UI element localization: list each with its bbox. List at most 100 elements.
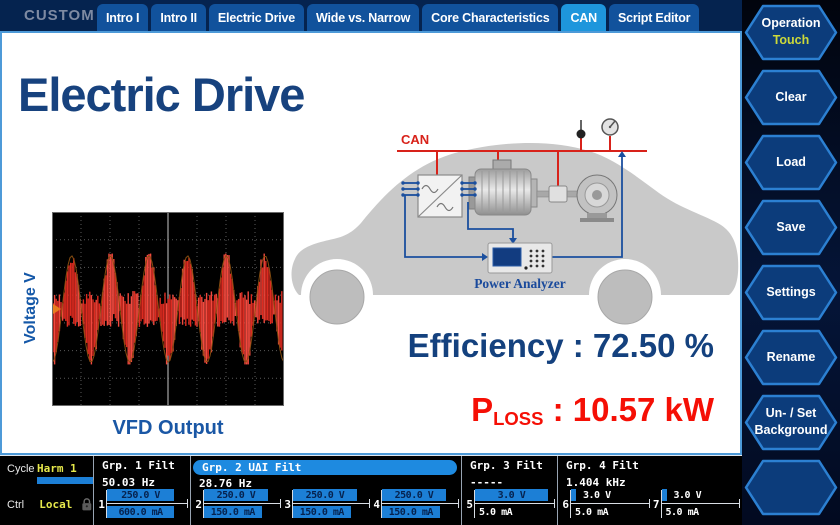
status-group-header[interactable]: Grp. 1 Filt [102,459,175,472]
range-bar-i: 5.0 mA [475,506,513,518]
channel-number: 5 [466,497,473,511]
axis-end-tick [554,499,555,508]
car-body [291,142,739,295]
tab-bar: CUSTOM Intro I Intro II Electric Drive Wide… [0,0,742,31]
load-machine-icon [576,174,618,222]
range-value: 5.0 mA [665,506,700,518]
status-group-3: Grp. 3 Filt ----- 5 3.0 V 5.0 mA [461,456,557,525]
channel-5[interactable]: 5 3.0 V 5.0 mA [463,487,555,521]
channel-1[interactable]: 1 250.0 V 600.0 mA [95,487,188,521]
sidebar-button-label: Save [776,219,806,234]
sidebar-button-clear[interactable]: Clear [743,67,839,128]
axis-vline [474,490,475,518]
channel-range-axis: 250.0 V 150.0 mA [292,487,370,521]
efficiency-value: 72.50 % [592,327,714,364]
hexagon-shape [744,69,838,126]
axis-hline [106,503,187,504]
range-bar-v: 3.0 V [661,489,702,501]
channel-range-axis: 3.0 V 5.0 mA [570,487,650,521]
sidebar-button-settings[interactable]: Settings [743,262,839,323]
hexagon-shape [744,394,838,451]
hexagon-shape [744,4,838,61]
system-status-block: Cycle Harm 1 Ctrl Local [0,456,93,525]
range-value: 3.0 V [583,489,611,501]
sidebar-button-label [743,457,839,518]
range-bar-i: 150.0 mA [382,506,440,518]
axis-end-tick [280,499,281,508]
sidebar-button-label: Settings [766,284,816,299]
trigger-marker-icon [53,304,61,314]
axis-end-tick [648,499,650,508]
scope-y-axis-label: Voltage V [22,272,39,344]
channel-number: 3 [284,497,291,511]
tab-intro-ii[interactable]: Intro II [151,4,206,31]
status-group-4: Grp. 4 Filt 1.404 kHz 6 3.0 V 5.0 mA 7 3.0 V 5.… [557,456,742,525]
wiring-dots [401,181,477,197]
axis-vline [660,490,662,518]
ploss-subscript: LOSS [493,408,544,430]
ctrl-mode[interactable]: Local [39,498,73,511]
tab-core-characteristics[interactable]: Core Characteristics [422,4,559,31]
ploss-symbol: P [471,391,494,428]
axis-vline [292,490,293,518]
sidebar-button-label: Clear [775,89,807,104]
status-group-header[interactable]: Grp. 3 Filt [470,459,543,472]
sidebar-button-label: Operation Touch [761,16,821,47]
front-wheel [597,269,653,325]
channel-range-axis: 250.0 V 600.0 mA [106,487,188,521]
sidebar-button-load[interactable]: Load [743,132,839,193]
tab-electric-drive[interactable]: Electric Drive [208,4,305,31]
channel-2[interactable]: 2 250.0 V 150.0 mA [192,487,281,521]
channel-range-axis: 3.0 V 5.0 mA [474,487,555,521]
custom-page-content: Electric Drive CAN [0,31,742,455]
tab-intro-i[interactable]: Intro I [97,4,149,31]
channel-number: 7 [652,497,660,511]
axis-end-tick [739,499,740,508]
channel-3[interactable]: 3 250.0 V 150.0 mA [281,487,370,521]
sidebar-button-rename[interactable]: Rename [743,327,839,388]
sidebar-button-blank [743,457,839,518]
axis-hline [381,503,458,504]
range-bar-i: 600.0 mA [107,506,175,518]
sidebar-button-operation[interactable]: Operation Touch [743,2,839,63]
cycle-mode[interactable]: Harm 1 [37,462,93,484]
sidebar-button-set-background[interactable]: Un- / Set Background [743,392,839,453]
channel-4[interactable]: 4 250.0 V 150.0 mA [370,487,459,521]
axis-vline [381,490,382,518]
torque-sensor-icon [548,185,568,203]
channel-number: 2 [195,497,202,511]
tab-can[interactable]: CAN [561,4,606,31]
sidebar-button-label: Load [776,154,806,169]
channel-7[interactable]: 7 3.0 V 5.0 mA [650,487,740,521]
axis-end-tick [187,499,188,508]
tab-script-editor[interactable]: Script Editor [608,4,700,31]
measurement-wiring [403,157,623,258]
tab-wide-vs-narrow[interactable]: Wide vs. Narrow [307,4,420,31]
sidebar-button-save[interactable]: Save [743,197,839,258]
cycle-label: Cycle [7,463,35,475]
scope-caption: VFD Output [112,417,224,439]
status-bar: Cycle Harm 1 Ctrl Local Grp. 1 Filt 50.03… [0,455,742,525]
range-value: 5.0 mA [575,506,609,518]
range-bar-v: 250.0 V [293,489,357,501]
channel-number: 1 [98,497,105,511]
status-group-header[interactable]: Grp. 2 UΔI Filt [193,460,457,475]
range-bar-i: 150.0 mA [293,506,351,518]
sidebar-button-label: Un- / Set Background [754,406,828,437]
rear-wheel [309,269,365,325]
axis-hline [474,503,554,504]
range-bar-i: 5.0 mA [571,506,609,518]
can-bus-label: CAN [401,132,429,147]
status-group-2: Grp. 2 UΔI Filt 28.76 Hz 2 250.0 V 150.0 mA 3… [190,456,461,525]
status-group-header[interactable]: Grp. 4 Filt [566,459,639,472]
ploss-value: 10.57 kW [572,391,714,428]
efficiency-label: Efficiency [407,327,564,364]
channel-range-axis: 3.0 V 5.0 mA [660,487,740,521]
channel-number: 6 [562,497,569,511]
hexagon-shape [744,459,838,516]
channel-6[interactable]: 6 3.0 V 5.0 mA [559,487,650,521]
tab-strip: Intro I Intro II Electric Drive Wide vs. Na… [97,4,700,31]
range-bar-nub [661,489,667,501]
sidebar-button-label: Rename [766,349,816,364]
